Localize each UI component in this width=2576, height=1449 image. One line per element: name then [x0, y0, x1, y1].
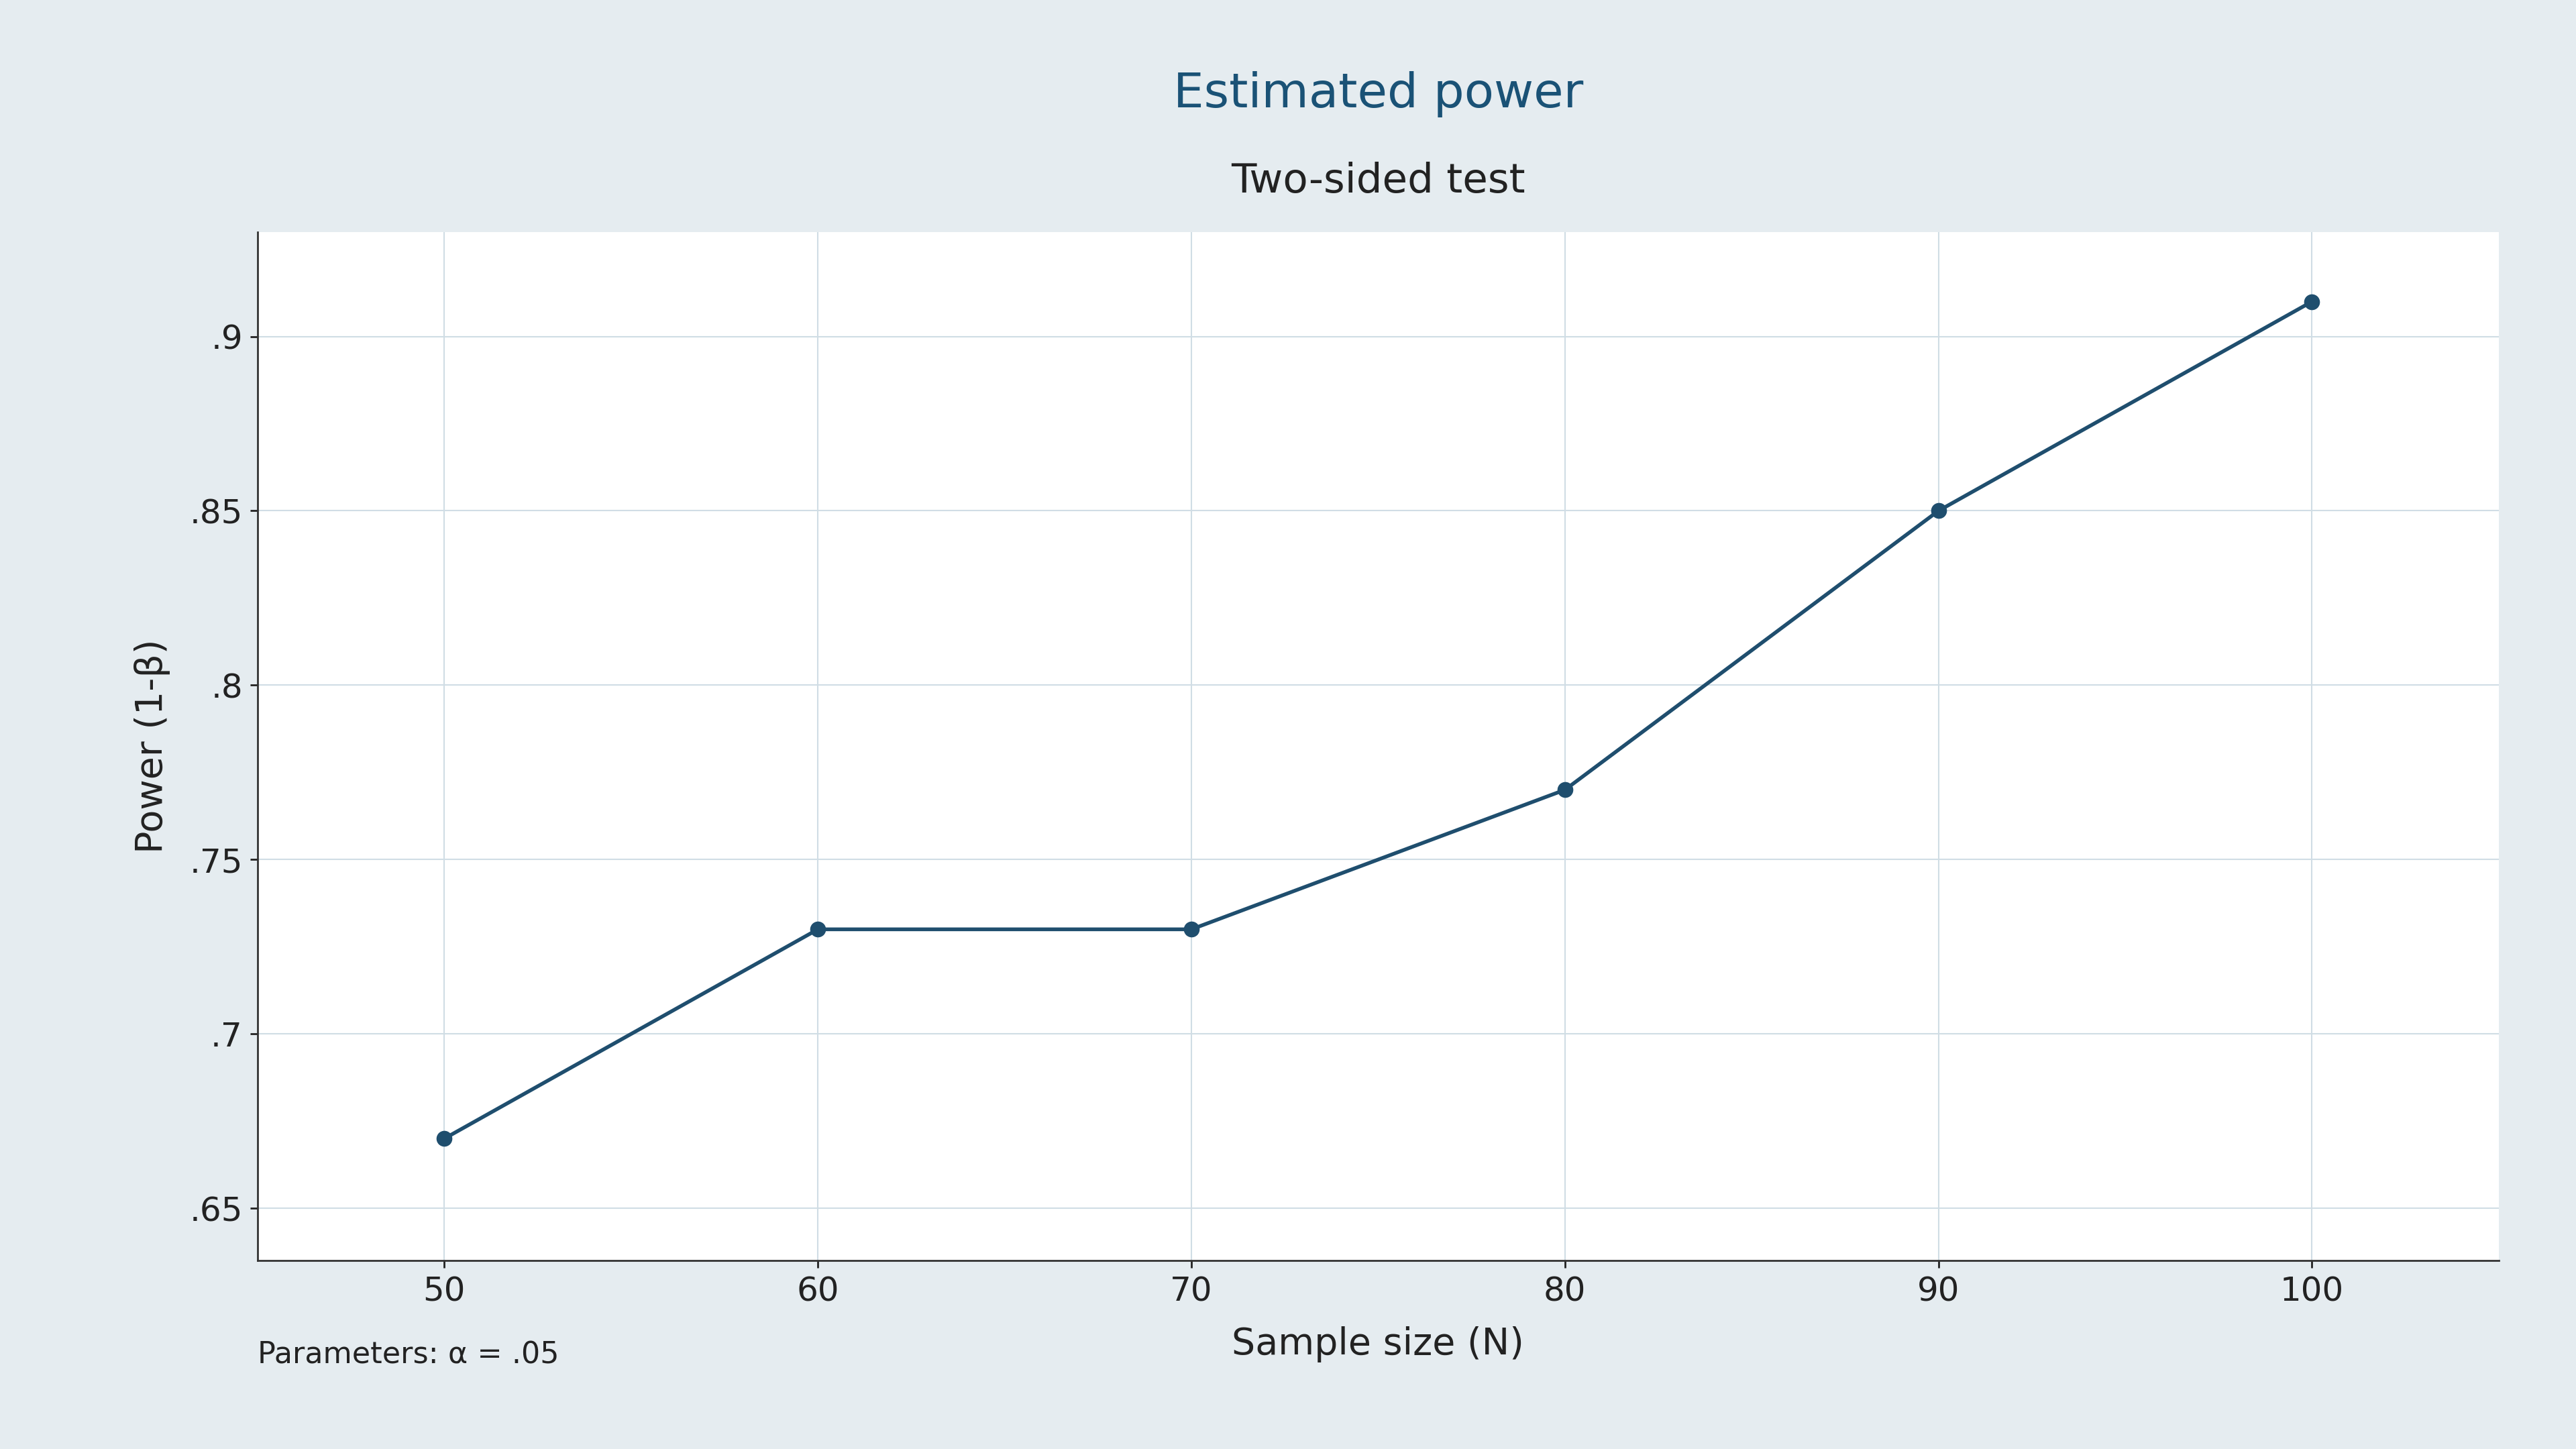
Text: Estimated power: Estimated power — [1172, 71, 1584, 117]
Text: Parameters: α = .05: Parameters: α = .05 — [258, 1340, 559, 1369]
X-axis label: Sample size (N): Sample size (N) — [1231, 1326, 1525, 1362]
Y-axis label: Power (1-β): Power (1-β) — [134, 639, 170, 853]
Text: Two-sided test: Two-sided test — [1231, 161, 1525, 201]
